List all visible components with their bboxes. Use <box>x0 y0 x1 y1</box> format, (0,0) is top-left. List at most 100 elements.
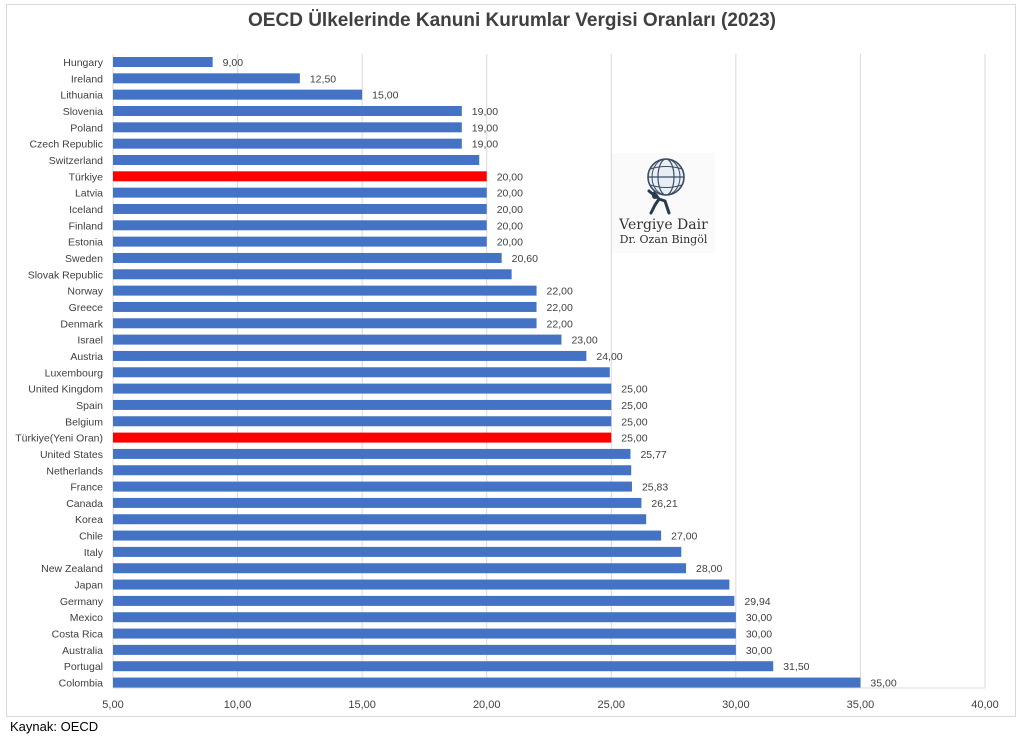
category-label: Austria <box>70 351 103 363</box>
bar <box>113 301 537 312</box>
source-note: Kaynak: OECD <box>10 719 99 734</box>
bar <box>113 383 612 394</box>
data-label: 20,00 <box>497 188 523 200</box>
category-label: Türkiye <box>69 171 104 183</box>
bar <box>113 57 213 67</box>
bar <box>113 579 730 590</box>
category-label: Norway <box>67 286 103 298</box>
data-label: 20,00 <box>497 220 523 232</box>
bar <box>113 318 537 329</box>
category-label: Switzerland <box>49 155 103 167</box>
category-label: United Kingdom <box>28 384 103 396</box>
data-label: 28,00 <box>696 563 722 575</box>
category-label: Iceland <box>69 204 103 216</box>
data-label: 22,00 <box>547 286 573 298</box>
data-label: 30,00 <box>746 645 772 657</box>
x-tick-label: 35,00 <box>847 699 875 711</box>
bar <box>113 628 736 639</box>
data-label: 12,50 <box>310 73 336 85</box>
bar <box>113 285 537 296</box>
x-tick-label: 15,00 <box>348 699 376 711</box>
bar <box>113 138 462 149</box>
category-label: Türkiye(Yeni Oran) <box>15 433 103 445</box>
category-label: Poland <box>70 122 103 134</box>
bar <box>113 187 487 198</box>
data-label: 26,21 <box>651 498 677 510</box>
category-label: Belgium <box>65 416 103 428</box>
bar <box>113 644 736 655</box>
bar <box>113 465 632 476</box>
x-tick-label: 40,00 <box>971 699 999 711</box>
x-tick-label: 5,00 <box>102 699 123 711</box>
data-label: 31,50 <box>783 661 809 673</box>
data-label: 23,00 <box>571 335 597 347</box>
bar <box>113 595 735 606</box>
logo-title: Vergiye Dair <box>619 217 708 233</box>
bar <box>113 399 612 410</box>
data-label: 20,00 <box>497 204 523 216</box>
category-label: Slovenia <box>63 106 103 118</box>
data-label: 19,00 <box>472 122 498 134</box>
bar <box>113 105 462 116</box>
data-label: 22,00 <box>547 318 573 330</box>
bar <box>113 350 587 361</box>
bar <box>113 220 487 231</box>
bar <box>113 89 363 100</box>
chart-title: OECD Ülkelerinde Kanuni Kurumlar Vergisi… <box>248 10 776 31</box>
category-label: Costa Rica <box>52 629 104 641</box>
bar <box>113 269 512 280</box>
category-label: United States <box>40 449 103 461</box>
bar <box>113 497 642 508</box>
data-label: 19,00 <box>472 106 498 118</box>
bar <box>113 252 502 263</box>
category-label: Mexico <box>70 612 103 624</box>
bar <box>113 448 631 459</box>
data-label: 25,83 <box>642 482 668 494</box>
data-label: 20,00 <box>497 237 523 249</box>
bar <box>113 514 647 525</box>
logo-author: Dr. Ozan Bingöl <box>619 233 708 246</box>
data-label: 25,00 <box>621 433 647 445</box>
bar <box>113 612 736 623</box>
bar <box>113 73 300 84</box>
category-label: Ireland <box>71 73 103 85</box>
bar <box>113 236 487 247</box>
data-label: 15,00 <box>372 90 398 102</box>
category-label: Israel <box>77 335 103 347</box>
data-label: 25,77 <box>640 449 666 461</box>
data-label: 25,00 <box>621 400 647 412</box>
category-label: Denmark <box>60 318 103 330</box>
bar <box>113 546 682 557</box>
category-label: Korea <box>75 514 103 526</box>
category-label: Estonia <box>68 237 103 249</box>
bar <box>113 171 487 182</box>
category-label: Japan <box>74 580 103 592</box>
category-label: Chile <box>79 531 103 543</box>
category-label: Finland <box>69 220 104 232</box>
category-label: Slovak Republic <box>28 269 103 281</box>
category-label: Czech Republic <box>29 139 103 151</box>
data-label: 35,00 <box>870 678 896 690</box>
category-label: France <box>70 482 103 494</box>
data-label: 25,00 <box>621 416 647 428</box>
data-label: 30,00 <box>746 629 772 641</box>
data-label: 27,00 <box>671 531 697 543</box>
bar <box>113 416 612 427</box>
bar <box>113 677 861 688</box>
bar <box>113 481 632 492</box>
category-label: Germany <box>60 596 104 608</box>
category-label: Lithuania <box>60 90 103 102</box>
x-tick-label: 25,00 <box>598 699 626 711</box>
globe-atlas-icon <box>646 158 685 215</box>
category-label: New Zealand <box>41 563 103 575</box>
x-tick-label: 10,00 <box>224 699 252 711</box>
category-label: Latvia <box>75 188 103 200</box>
category-label: Spain <box>76 400 103 412</box>
category-label: Sweden <box>65 253 103 265</box>
x-tick-label: 20,00 <box>473 699 501 711</box>
data-label: 22,00 <box>547 302 573 314</box>
bar <box>113 203 487 214</box>
category-label: Greece <box>69 302 104 314</box>
category-label: Hungary <box>63 57 103 69</box>
data-label: 20,00 <box>497 171 523 183</box>
